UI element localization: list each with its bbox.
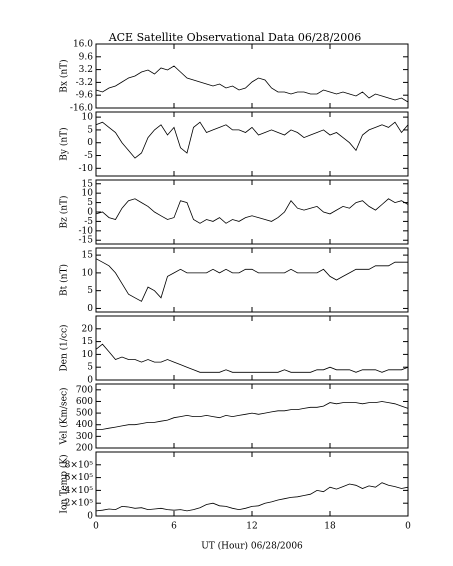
x-tick-label: 0	[405, 522, 411, 532]
y-tick-label: -9.6	[76, 91, 94, 101]
y-tick-label: 0	[87, 512, 93, 522]
panel-frame	[95, 179, 409, 245]
y-tick-label: 10	[82, 113, 94, 123]
y-axis-label: Ion Temp (K)	[59, 454, 70, 513]
y-tick-label: 6×10⁵	[65, 473, 94, 483]
y-tick-label: -5	[84, 217, 93, 227]
y-tick-label: 3.2	[79, 65, 93, 75]
y-tick-label: 400	[76, 420, 93, 430]
x-tick-label: 0	[93, 522, 99, 532]
y-tick-label: 5	[87, 363, 93, 373]
y-tick-label: 9.6	[79, 52, 94, 62]
y-tick-label: 15	[82, 337, 94, 347]
data-line	[95, 65, 409, 103]
data-line	[95, 482, 409, 512]
data-line	[95, 343, 409, 373]
y-tick-label: 10	[82, 189, 94, 199]
y-axis-label: Vel (Km/sec)	[59, 387, 70, 445]
y-tick-label: 10	[82, 268, 94, 278]
panel-frame	[95, 43, 409, 109]
x-tick-label: 12	[246, 522, 257, 532]
panel-frame	[95, 247, 409, 313]
y-axis-label: By (nT)	[59, 127, 70, 160]
y-tick-label: 200	[76, 444, 93, 454]
y-tick-label: -16.0	[70, 104, 93, 114]
panel-frame	[95, 111, 409, 177]
data-line	[95, 258, 408, 302]
y-tick-label: 0	[87, 376, 93, 386]
y-tick-label: 0	[87, 208, 93, 218]
y-tick-label: -15	[79, 236, 94, 246]
y-tick-label: 300	[76, 432, 93, 442]
chart-title: ACE Satellite Observational Data 06/28/2…	[108, 31, 362, 44]
y-tick-label: 600	[76, 397, 93, 407]
y-tick-label: 4×10⁵	[65, 486, 94, 496]
y-tick-label: 5	[87, 286, 93, 296]
y-axis-label: Den (1/cc)	[59, 324, 70, 371]
data-line	[95, 198, 409, 224]
panel-frame	[95, 383, 409, 449]
y-tick-label: 10	[82, 350, 94, 360]
y-tick-label: 0	[87, 138, 93, 148]
y-tick-label: -5	[84, 151, 93, 161]
y-axis-label: Bz (nT)	[59, 195, 70, 228]
y-tick-label: 20	[82, 324, 94, 334]
y-tick-label: 16.0	[73, 40, 93, 50]
y-tick-label: -10	[79, 164, 94, 174]
data-line	[95, 121, 409, 159]
y-tick-label: -10	[79, 226, 94, 236]
y-tick-label: 15	[82, 179, 94, 189]
x-axis-label: UT (Hour) 06/28/2006	[201, 541, 303, 552]
y-tick-label: -3.2	[76, 78, 93, 88]
y-tick-label: 5	[87, 198, 93, 208]
x-tick-label: 6	[171, 522, 177, 532]
data-line	[96, 401, 409, 430]
y-tick-label: 2×10⁵	[65, 499, 94, 509]
y-axis-label: Bt (nT)	[59, 264, 70, 296]
y-tick-label: 500	[76, 409, 93, 419]
y-tick-label: 8×10⁵	[65, 460, 94, 470]
y-tick-label: 700	[76, 385, 93, 395]
y-tick-label: 5	[87, 125, 93, 135]
y-tick-label: 15	[82, 251, 94, 261]
x-tick-label: 18	[324, 522, 336, 532]
y-axis-label: Bx (nT)	[59, 59, 70, 92]
y-tick-label: 0	[87, 304, 93, 314]
